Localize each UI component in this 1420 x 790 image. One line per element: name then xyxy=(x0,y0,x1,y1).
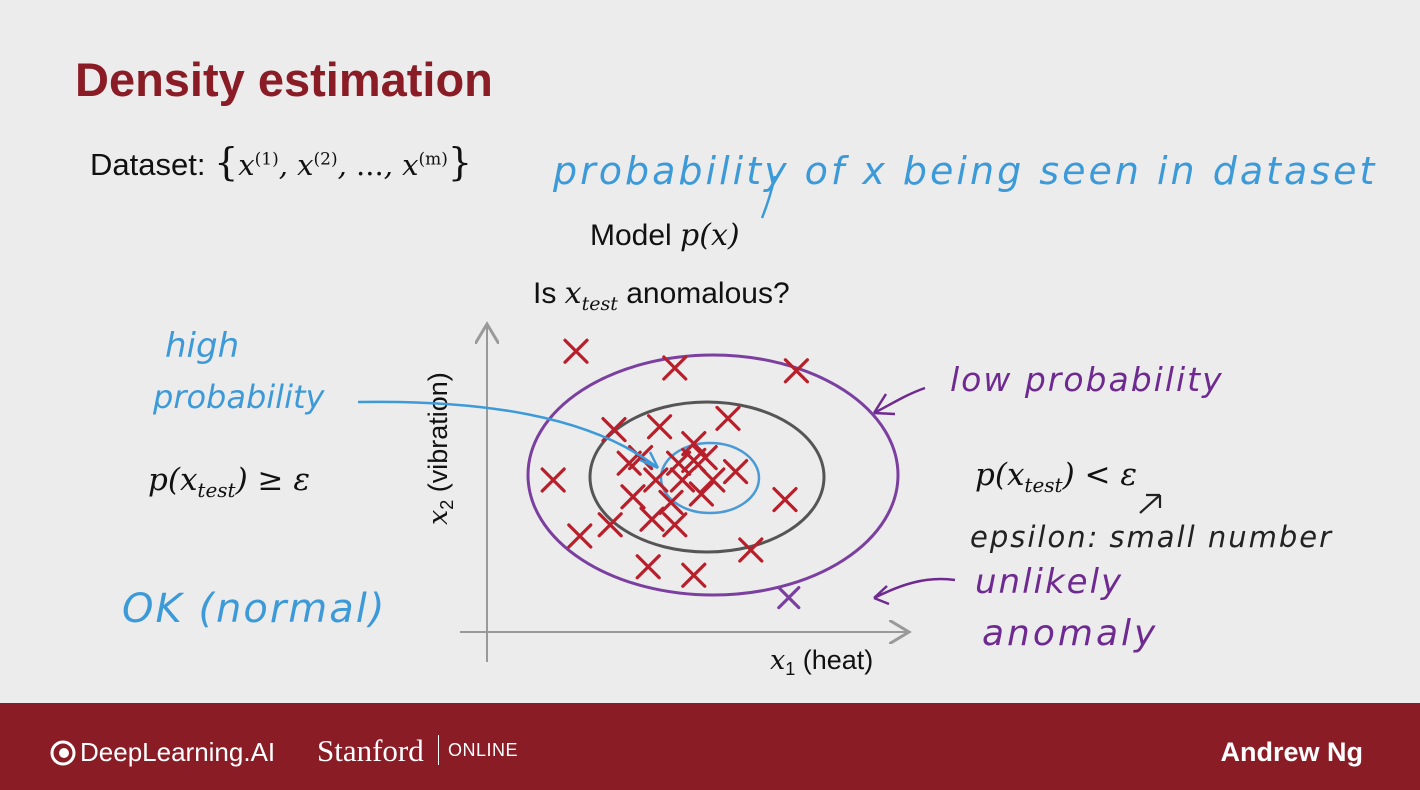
anomaly-label: anomaly xyxy=(982,613,1158,654)
unlikely-label: unlikely xyxy=(975,562,1123,602)
data-point-marker xyxy=(540,467,566,493)
probability-note: probability of x being seen in dataset xyxy=(552,149,1377,193)
data-point-marker xyxy=(666,450,692,476)
slide-title: Density estimation xyxy=(75,53,493,106)
presenter-name: Andrew Ng xyxy=(1220,737,1363,767)
data-point-marker xyxy=(662,512,688,538)
density-diagram: x1 (heat) x2 (vibration) probability of … xyxy=(122,149,1377,679)
high-label: high xyxy=(165,326,239,366)
data-point-marker xyxy=(597,512,623,538)
data-point-marker xyxy=(738,537,764,563)
footer-bar: DeepLearning.AI Stanford ONLINE Andrew N… xyxy=(0,703,1420,790)
probability-label: probability xyxy=(152,378,326,416)
inner-ellipse xyxy=(659,441,761,515)
dataset-label: Dataset: xyxy=(90,147,206,182)
stanford-logo: Stanford xyxy=(317,733,424,768)
epsilon-arrow xyxy=(1139,493,1162,514)
deeplearning-logo: DeepLearning.AI xyxy=(50,737,275,768)
data-point-marker xyxy=(715,405,741,431)
model-expression: p(x) xyxy=(680,218,740,253)
data-point-marker xyxy=(723,459,749,485)
online-label: ONLINE xyxy=(438,735,518,765)
data-point-marker xyxy=(639,506,665,532)
model-line: Model p(x) xyxy=(590,218,740,253)
probability-note-tail xyxy=(760,175,777,219)
middle-ellipse xyxy=(588,400,826,554)
high-probability-arrow xyxy=(357,400,660,470)
data-point-marker xyxy=(692,445,718,471)
outer-ellipse xyxy=(526,353,900,597)
anomaly-question: Is xtest anomalous? xyxy=(533,276,790,315)
data-point-marker xyxy=(688,481,714,507)
data-point-marker xyxy=(681,562,707,588)
data-point-marker xyxy=(700,467,726,493)
dataset-set: {x(1), x(2), ..., x(m)} xyxy=(214,140,473,184)
model-prefix: Model xyxy=(590,219,681,252)
data-point-marker xyxy=(647,414,673,440)
data-point-marker xyxy=(563,338,589,364)
y-axis-label: x2 (vibration) xyxy=(423,372,457,525)
x-axis-label: x1 (heat) xyxy=(770,645,873,679)
dataset-line: Dataset: {x(1), x(2), ..., x(m)} xyxy=(90,140,472,184)
data-point-marker xyxy=(620,484,646,510)
outlier-marker xyxy=(777,586,801,610)
left-formula: p(xtest) ≥ ε xyxy=(148,462,310,502)
data-point-marker xyxy=(669,467,695,493)
data-point-marker xyxy=(616,450,642,476)
unlikely-arrow xyxy=(873,577,956,606)
right-formula: p(xtest) < ε xyxy=(975,457,1137,497)
low-probability-label: low probability xyxy=(950,360,1224,399)
low-probability-arrow xyxy=(872,386,926,416)
outlier-point xyxy=(777,586,801,610)
deeplearning-logo-text: DeepLearning.AI xyxy=(80,737,276,767)
ok-normal-label: OK (normal) xyxy=(122,586,387,632)
epsilon-note: epsilon: small number xyxy=(970,520,1333,554)
data-point-marker xyxy=(567,523,593,549)
data-point-marker xyxy=(643,467,669,493)
data-point-marker xyxy=(783,358,809,384)
deeplearning-logo-icon xyxy=(50,740,76,765)
data-point-marker xyxy=(662,355,688,381)
data-points xyxy=(540,338,809,588)
data-point-marker xyxy=(635,554,661,580)
data-point-marker xyxy=(772,487,798,513)
